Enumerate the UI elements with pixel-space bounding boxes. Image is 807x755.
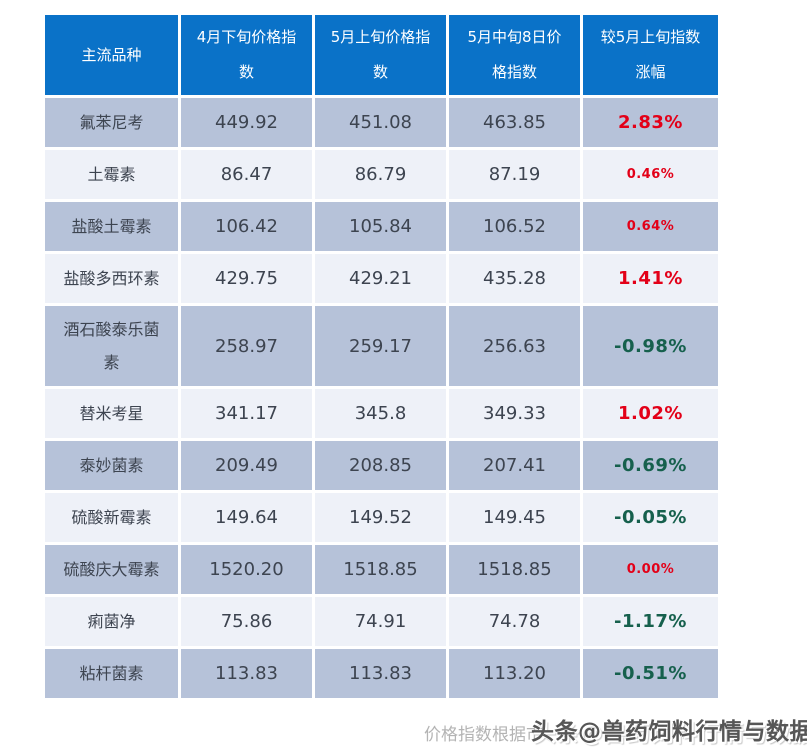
variety-label: 硫酸新霉素 xyxy=(71,508,152,527)
variety-label: 硫酸庆大霉素 xyxy=(63,560,160,579)
table-row: 硫酸庆大霉素 1520.20 1518.85 1518.85 0.00% xyxy=(42,542,721,597)
variety-label: 土霉素 xyxy=(87,165,136,184)
column-header-label: 5月中旬8日价格指数 xyxy=(467,28,562,81)
value-cell: 259.17 xyxy=(312,303,449,389)
variety-cell: 硫酸新霉素 xyxy=(42,490,181,545)
column-header-label: 5月上旬价格指数 xyxy=(330,28,431,81)
variety-cell: 粘杆菌素 xyxy=(42,646,181,701)
column-header-label: 主流品种 xyxy=(81,45,142,64)
value-cell: 113.83 xyxy=(312,646,449,701)
value-cell: 209.49 xyxy=(178,438,315,493)
change-cell: -1.17% xyxy=(580,594,721,649)
variety-cell: 硫酸庆大霉素 xyxy=(42,542,181,597)
variety-cell: 盐酸土霉素 xyxy=(42,199,181,254)
variety-cell: 土霉素 xyxy=(42,147,181,202)
variety-label: 酒石酸泰乐菌素 xyxy=(63,320,160,372)
variety-cell: 酒石酸泰乐菌素 xyxy=(42,303,181,389)
table-row: 泰妙菌素 209.49 208.85 207.41 -0.69% xyxy=(42,438,721,493)
value-cell: 1518.85 xyxy=(446,542,583,597)
table-row: 酒石酸泰乐菌素 258.97 259.17 256.63 -0.98% xyxy=(42,303,721,389)
source-note: 价格指数根据市 xyxy=(424,725,543,745)
value-cell: 208.85 xyxy=(312,438,449,493)
value-cell: 258.97 xyxy=(178,303,315,389)
table-row: 盐酸土霉素 106.42 105.84 106.52 0.64% xyxy=(42,199,721,254)
table-row: 粘杆菌素 113.83 113.83 113.20 -0.51% xyxy=(42,646,721,701)
column-header-label: 4月下旬价格指数 xyxy=(196,28,297,81)
value-cell: 1518.85 xyxy=(312,542,449,597)
value-cell: 349.33 xyxy=(446,386,583,441)
variety-cell: 盐酸多西环素 xyxy=(42,251,181,306)
variety-cell: 氟苯尼考 xyxy=(42,95,181,150)
value-cell: 113.83 xyxy=(178,646,315,701)
value-cell: 86.79 xyxy=(312,147,449,202)
variety-cell: 泰妙菌素 xyxy=(42,438,181,493)
column-header-april-late: 4月下旬价格指数 xyxy=(178,12,315,98)
value-cell: 106.42 xyxy=(178,199,315,254)
change-cell: 1.41% xyxy=(580,251,721,306)
variety-label: 盐酸土霉素 xyxy=(71,217,152,236)
value-cell: 113.20 xyxy=(446,646,583,701)
table-body: 氟苯尼考 449.92 451.08 463.85 2.83% 土霉素 86.4… xyxy=(42,95,721,701)
column-header-label: 较5月上旬指数涨幅 xyxy=(600,28,701,81)
value-cell: 207.41 xyxy=(446,438,583,493)
value-cell: 451.08 xyxy=(312,95,449,150)
change-cell: -0.51% xyxy=(580,646,721,701)
table-row: 土霉素 86.47 86.79 87.19 0.46% xyxy=(42,147,721,202)
value-cell: 106.52 xyxy=(446,199,583,254)
change-cell: 0.46% xyxy=(580,147,721,202)
change-cell: 2.83% xyxy=(580,95,721,150)
table-header: 主流品种 4月下旬价格指数 5月上旬价格指数 5月中旬8日价格指数 较5月上旬指… xyxy=(42,12,721,98)
change-cell: 0.00% xyxy=(580,542,721,597)
change-cell: -0.98% xyxy=(580,303,721,389)
value-cell: 75.86 xyxy=(178,594,315,649)
value-cell: 345.8 xyxy=(312,386,449,441)
value-cell: 74.91 xyxy=(312,594,449,649)
value-cell: 149.52 xyxy=(312,490,449,545)
value-cell: 429.75 xyxy=(178,251,315,306)
value-cell: 449.92 xyxy=(178,95,315,150)
value-cell: 435.28 xyxy=(446,251,583,306)
column-header-change: 较5月上旬指数涨幅 xyxy=(580,12,721,98)
variety-label: 盐酸多西环素 xyxy=(63,269,160,288)
value-cell: 74.78 xyxy=(446,594,583,649)
value-cell: 149.64 xyxy=(178,490,315,545)
header-row: 主流品种 4月下旬价格指数 5月上旬价格指数 5月中旬8日价格指数 较5月上旬指… xyxy=(42,12,721,98)
change-cell: -0.69% xyxy=(580,438,721,493)
value-cell: 341.17 xyxy=(178,386,315,441)
value-cell: 86.47 xyxy=(178,147,315,202)
column-header-may-mid8: 5月中旬8日价格指数 xyxy=(446,12,583,98)
change-cell: 0.64% xyxy=(580,199,721,254)
variety-label: 粘杆菌素 xyxy=(79,664,144,683)
value-cell: 256.63 xyxy=(446,303,583,389)
variety-cell: 替米考星 xyxy=(42,386,181,441)
table-row: 氟苯尼考 449.92 451.08 463.85 2.83% xyxy=(42,95,721,150)
value-cell: 429.21 xyxy=(312,251,449,306)
variety-label: 替米考星 xyxy=(79,404,144,423)
variety-label: 痢菌净 xyxy=(87,612,136,631)
variety-label: 泰妙菌素 xyxy=(79,456,144,475)
table-row: 盐酸多西环素 429.75 429.21 435.28 1.41% xyxy=(42,251,721,306)
table-row: 替米考星 341.17 345.8 349.33 1.02% xyxy=(42,386,721,441)
column-header-may-early: 5月上旬价格指数 xyxy=(312,12,449,98)
change-cell: 1.02% xyxy=(580,386,721,441)
value-cell: 149.45 xyxy=(446,490,583,545)
variety-label: 氟苯尼考 xyxy=(79,113,144,132)
table-row: 痢菌净 75.86 74.91 74.78 -1.17% xyxy=(42,594,721,649)
value-cell: 87.19 xyxy=(446,147,583,202)
variety-cell: 痢菌净 xyxy=(42,594,181,649)
value-cell: 1520.20 xyxy=(178,542,315,597)
price-index-table: 主流品种 4月下旬价格指数 5月上旬价格指数 5月中旬8日价格指数 较5月上旬指… xyxy=(42,12,721,701)
value-cell: 463.85 xyxy=(446,95,583,150)
table-row: 硫酸新霉素 149.64 149.52 149.45 -0.05% xyxy=(42,490,721,545)
column-header-variety: 主流品种 xyxy=(42,12,181,98)
change-cell: -0.05% xyxy=(580,490,721,545)
value-cell: 105.84 xyxy=(312,199,449,254)
toutiao-watermark: 头条@兽药饲料行情与数据 xyxy=(531,719,807,745)
